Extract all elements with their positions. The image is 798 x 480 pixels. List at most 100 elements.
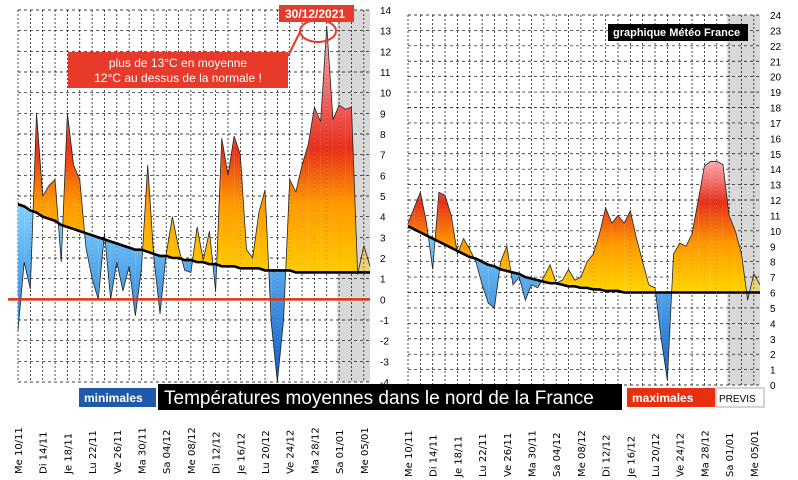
anomaly-segment [679,243,686,293]
anomaly-segment [642,261,649,293]
y-tick-label: 13 [770,181,782,192]
anomaly-segment [482,261,489,304]
anomaly-segment [685,233,693,293]
y-tick-label: 2 [770,350,776,361]
annotation-pointer [287,31,301,57]
anomaly-segment [110,241,117,300]
legend-minimales-label: minimales [84,391,143,405]
y-tick-label: 1 [380,275,386,286]
y-tick-label: -1 [380,316,389,327]
anomaly-segment [661,292,668,381]
y-tick-label: 10 [770,227,782,238]
y-tick-label: 14 [380,6,392,17]
anomaly-segment [320,26,327,273]
normal-curve [17,203,370,274]
annotation-box [68,52,288,88]
x-tick-label: Sa 01/01 [725,433,736,477]
credit-box [608,24,748,41]
y-tick-label: 8 [770,258,776,269]
anomaly-segment [345,107,352,273]
y-tick-label: 21 [770,57,782,68]
y-tick-label: 13 [380,27,392,38]
y-tick-label: 3 [380,233,386,244]
x-tick-label: Me 08/12 [577,430,588,477]
y-tick-label: 22 [770,42,782,53]
anomaly-segment [445,195,452,248]
forecast-legend-label: PREVIS [719,394,756,405]
credit-label: graphique Météo France [613,27,740,39]
anomaly-segment [73,165,80,232]
record-annotation: 30/12/2021 plus de 13°C en moyenne 12°C … [68,5,354,88]
y-tick-label: 1 [770,366,776,377]
anomaly-segment [636,238,643,293]
anomaly-segment [617,215,625,293]
y-tick-label: 16 [770,134,782,145]
x-tick-label: Lu 20/12 [261,430,272,474]
x-tick-label: Ma 28/12 [310,427,321,474]
anomaly-segment [722,164,730,293]
x-tick-label: Me 10/11 [14,427,25,474]
anomaly-segment [414,192,421,233]
normal-curve [407,225,760,294]
anomaly-segment [716,161,723,293]
anomaly-segment [302,144,309,273]
x-tick-label: Lu 20/12 [651,433,662,477]
annotation-line1: plus de 13°C en moyenne [109,56,248,70]
anomaly-segment [624,210,631,293]
y-tick-label: 12 [770,196,782,207]
anomaly-segment [332,105,340,273]
x-tick-label: Di 14/11 [429,435,440,477]
anomaly-segment [438,192,446,245]
anomaly-segment [543,264,551,284]
anomaly-segment [562,269,569,287]
x-tick-label: Ve 24/12 [286,430,297,474]
anomaly-segment [314,107,321,273]
y-tick-label: 23 [770,26,782,37]
anomaly-segment [587,253,594,290]
y-tick-label: 6 [770,289,776,300]
y-tick-label: -4 [380,378,389,389]
x-tick-label: Je 16/12 [236,433,247,475]
anomaly-segment [48,179,56,221]
x-tick-label: Di 12/12 [602,435,613,477]
x-tick-label: Ma 28/12 [700,430,711,477]
y-tick-label: 6 [380,171,386,182]
anomaly-segment [500,246,507,271]
y-tick-label: 7 [380,151,386,162]
anomaly-segment [611,215,618,291]
anomaly-segment [420,192,427,236]
anomaly-segment [67,113,74,230]
y-tick-label: 18 [770,104,782,115]
y-tick-label: 9 [380,109,386,120]
x-tick-label: Sa 04/12 [552,433,563,477]
anomaly-segment [246,249,253,269]
x-tick-label: Di 14/11 [39,432,50,474]
annotation-line2: 12°C au dessus de la normale ! [94,71,262,85]
annotation-circle [299,19,337,43]
maximales-panel: 0123456789101112131415161718192021222324… [404,11,782,478]
anomaly-segment [18,204,25,331]
x-tick-label: Sa 04/12 [162,430,173,474]
anomaly-segment [234,136,241,269]
forecast-legend-box [715,387,765,408]
anomaly-segment [408,207,415,230]
anomaly-segment [326,26,333,273]
anomaly-segment [605,207,612,291]
legend-maximales-box [627,388,715,407]
x-tick-label: Ma 30/11 [528,430,539,477]
x-tick-label: Me 08/12 [187,427,198,474]
anomaly-segment [271,270,278,382]
anomaly-segment [289,179,296,273]
anomaly-segment [295,165,303,273]
y-tick-label: 7 [770,273,776,284]
x-tick-label: Me 05/01 [360,427,371,474]
x-tick-label: Ve 26/11 [503,433,514,477]
y-tick-label: 17 [770,119,782,130]
anomaly-segment [648,284,656,293]
chart-title: Températures moyennes dans le nord de la… [164,388,594,409]
y-tick-label: 15 [770,150,782,161]
anomaly-segment [692,200,699,293]
anomaly-segment [698,166,705,293]
x-tick-label: Ve 26/11 [113,430,124,474]
x-tick-label: Lu 22/11 [478,433,489,477]
